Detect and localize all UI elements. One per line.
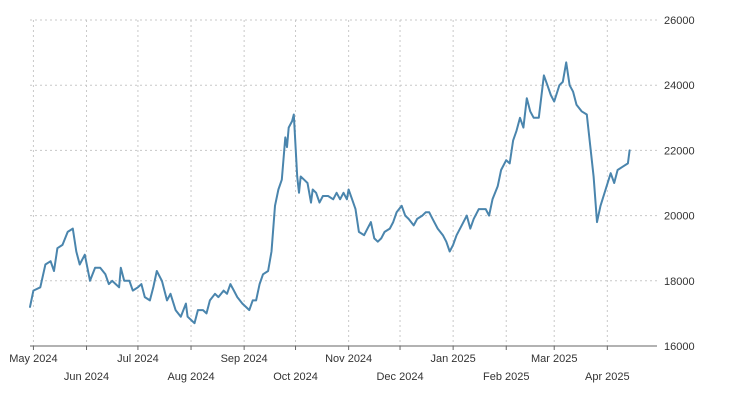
x-tick-label: Jul 2024 — [117, 353, 159, 365]
x-tick-label: Apr 2025 — [585, 371, 630, 383]
y-tick-label: 24000 — [664, 80, 695, 92]
x-tick-label: Dec 2024 — [376, 371, 423, 383]
y-tick-label: 26000 — [664, 15, 695, 27]
y-tick-label: 20000 — [664, 211, 695, 223]
y-tick-label: 18000 — [664, 276, 695, 288]
y-tick-label: 16000 — [664, 341, 695, 353]
x-tick-label: Nov 2024 — [325, 353, 372, 365]
y-tick-label: 22000 — [664, 145, 695, 157]
x-tick-label: Jun 2024 — [64, 371, 109, 383]
series-line — [29, 61, 631, 325]
x-tick-label: Mar 2025 — [531, 353, 577, 365]
x-tick-label: Jan 2025 — [431, 353, 476, 365]
x-tick-label: May 2024 — [9, 353, 57, 365]
x-tick-label: Feb 2025 — [483, 371, 529, 383]
x-tick-label: Oct 2024 — [273, 371, 318, 383]
x-tick-label: Aug 2024 — [167, 371, 214, 383]
x-tick-label: Sep 2024 — [221, 353, 268, 365]
